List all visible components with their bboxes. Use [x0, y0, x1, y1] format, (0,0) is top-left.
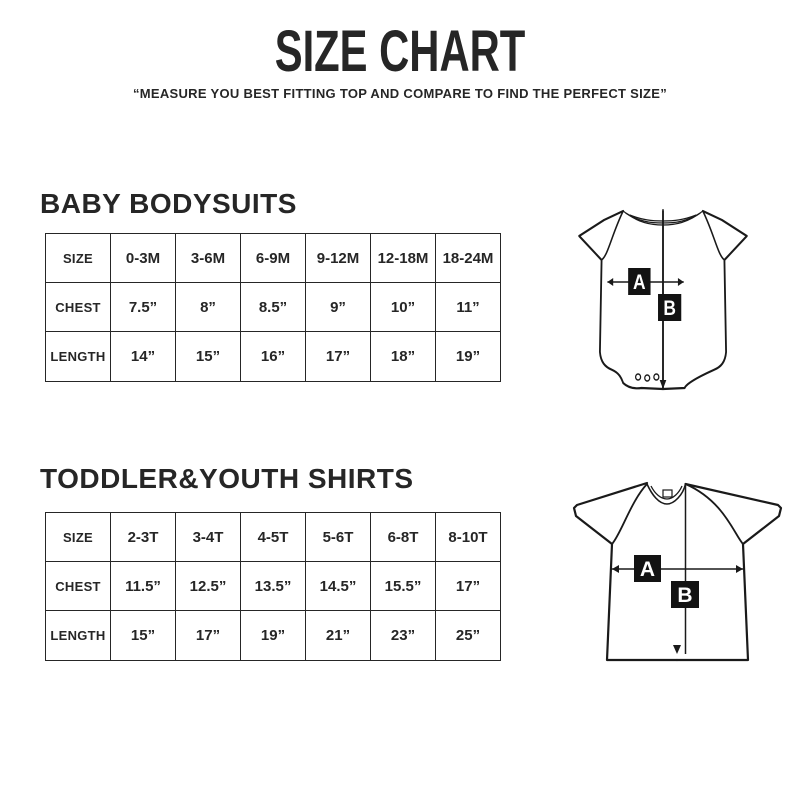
svg-text:A: A	[640, 558, 655, 581]
svg-text:B: B	[663, 297, 676, 320]
svg-text:A: A	[633, 271, 646, 294]
svg-text:B: B	[677, 584, 692, 607]
